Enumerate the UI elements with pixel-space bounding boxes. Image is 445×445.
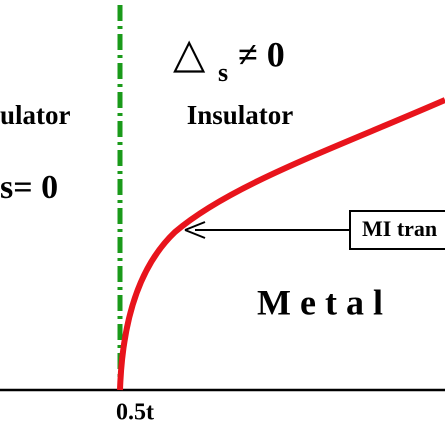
gap-subscript: s: [218, 58, 228, 87]
gap-relation: ≠ 0: [238, 34, 285, 74]
x-tick-label: 0.5t: [116, 400, 154, 426]
gap-zero-label: s= 0: [0, 169, 58, 206]
insulator-label: ulator: [0, 100, 71, 130]
arrow-head: [184, 221, 206, 239]
label-box: [349, 210, 445, 250]
gap-symbol: △: [173, 32, 206, 78]
transition-curve: [117, 97, 445, 391]
metal-label: M e t a l: [257, 282, 383, 322]
transition-label: MI tran: [362, 216, 437, 241]
insulator-label: Insulator: [187, 100, 294, 130]
